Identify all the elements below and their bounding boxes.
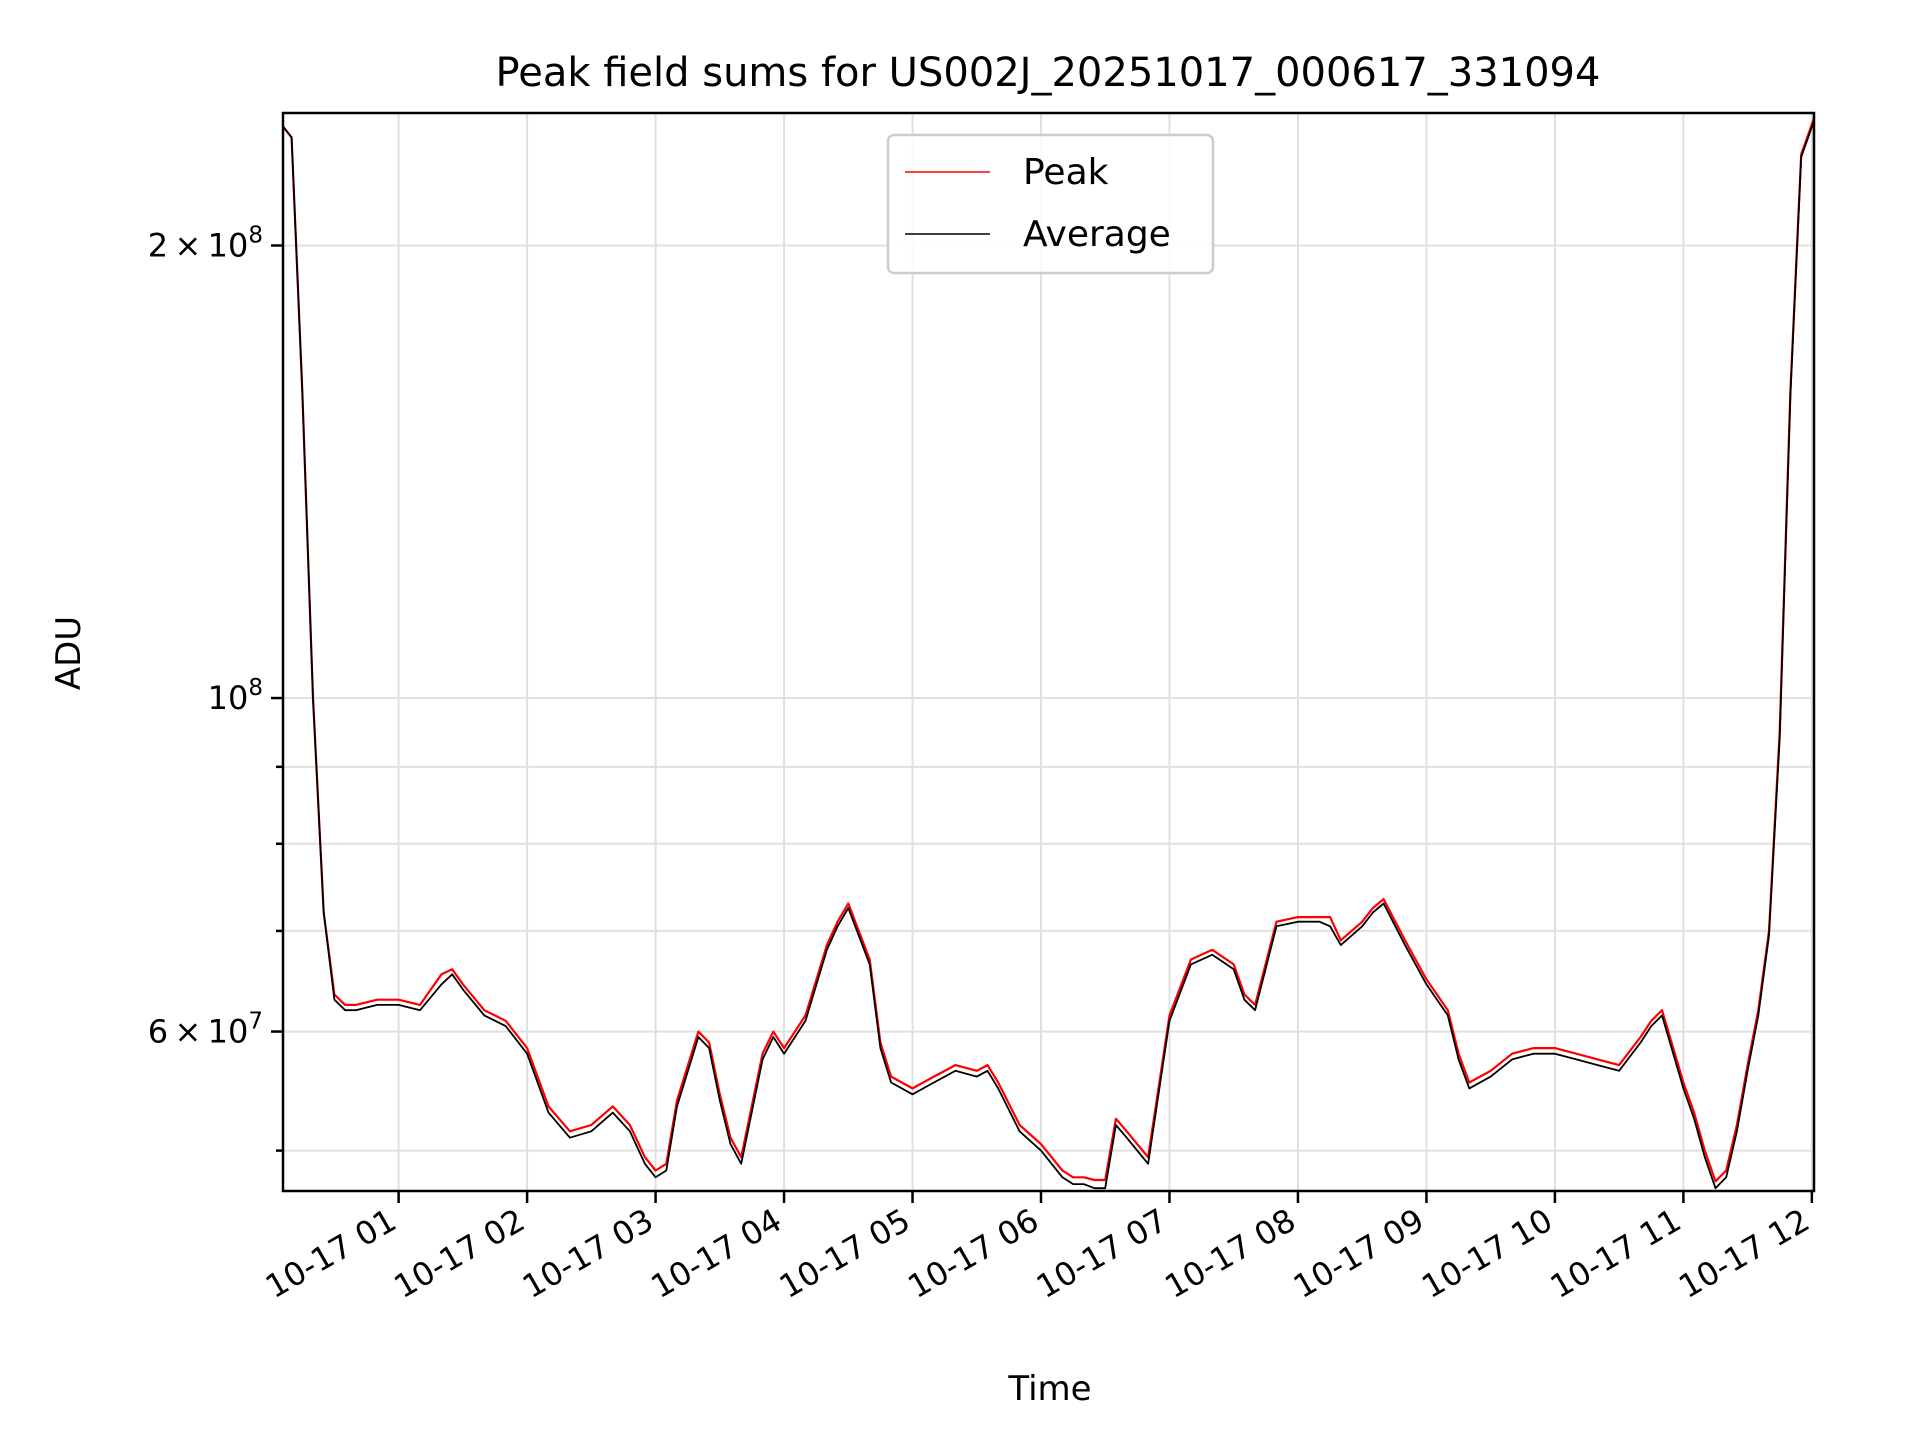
x-tick-label: 10-17 07 (1030, 1201, 1174, 1306)
series-line-average (282, 120, 1815, 1190)
y-tick-mantissa: 2 (148, 226, 168, 264)
y-axis-label: ADU (49, 616, 89, 690)
y-tick-label: 108 (208, 675, 263, 717)
y-tick-times: × (168, 1013, 208, 1051)
legend: Peak Average (886, 133, 1215, 275)
grid (283, 113, 1814, 1191)
x-tick-label: 10-17 12 (1672, 1201, 1816, 1306)
y-tick-base: 10 (208, 226, 249, 264)
legend-label-peak: Peak (1023, 152, 1109, 193)
x-tick-label: 10-17 09 (1287, 1201, 1431, 1306)
legend-label-average: Average (1023, 214, 1171, 255)
y-tick-label: 6 × 107 (148, 1009, 263, 1051)
legend-box (886, 133, 1215, 275)
x-tick-label: 10-17 08 (1158, 1201, 1302, 1306)
x-tick-label: 10-17 03 (516, 1201, 660, 1306)
x-tick-label: 10-17 11 (1544, 1201, 1688, 1306)
y-tick-times: × (168, 226, 208, 264)
x-tick-label: 10-17 06 (901, 1201, 1045, 1306)
series-line-peak (282, 118, 1816, 1183)
y-tick-base: 10 (208, 679, 249, 717)
x-tick-label: 10-17 04 (644, 1201, 788, 1306)
x-tick-label: 10-17 01 (259, 1201, 403, 1306)
y-tick-mantissa: 6 (148, 1013, 168, 1051)
x-axis-label: Time (1007, 1369, 1091, 1409)
chart-title: Peak field sums for US002J_20251017_0006… (496, 50, 1601, 96)
plot-frame (281, 111, 1816, 1193)
series-lines (282, 118, 1816, 1190)
x-tick-label: 10-17 10 (1415, 1201, 1559, 1306)
y-tick-label: 2 × 108 (148, 222, 263, 264)
y-tick-exponent: 7 (248, 1009, 263, 1035)
x-tick-label: 10-17 02 (388, 1201, 532, 1306)
y-tick-exponent: 8 (248, 675, 263, 701)
x-tick-label: 10-17 05 (773, 1201, 917, 1306)
y-tick-exponent: 8 (248, 222, 263, 248)
y-tick-base: 10 (208, 1013, 249, 1051)
